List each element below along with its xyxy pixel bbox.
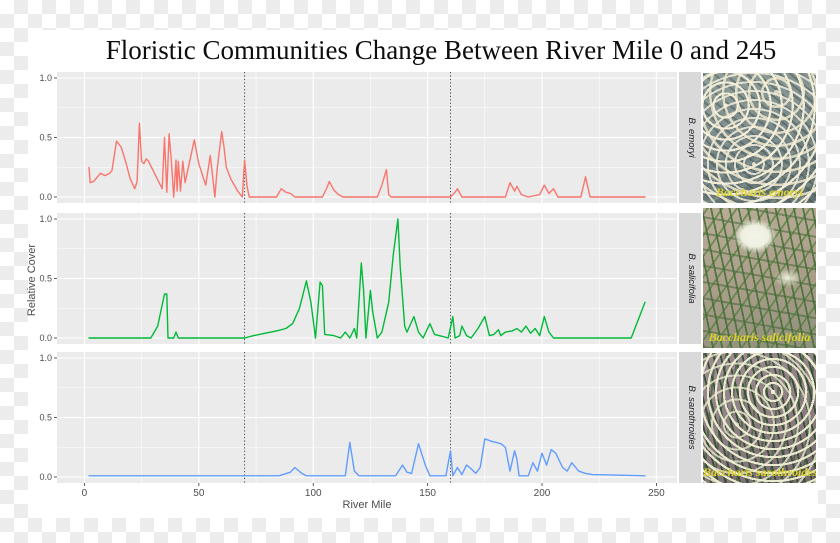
facet-strip-1 [679,213,701,344]
photo-caption-salicifolia: Baccharis salicifolia [708,330,811,344]
series-line-b--emoryi [88,122,646,198]
facet-strip-0 [679,72,701,203]
x-tick-label: 0 [82,488,88,499]
facet-strip-label-2: B. sarothroides [686,386,697,450]
facet-strip-label-1: B. salicifolia [686,253,697,303]
facet-strip-label-0: B. emoryi [686,117,697,158]
photo-baccharis-emoryi: Baccharis emoryi [703,73,816,203]
y-tick-label: 1.0 [39,214,52,224]
photo-baccharis-sarothroides: Baccharis sarothroides [703,353,816,483]
chart-title: Floristic Communities Change Between Riv… [105,35,777,65]
series-line-b--sarothroides [88,438,646,477]
photo-baccharis-salicifolia: Baccharis salicifolia [703,208,816,348]
x-tick-label: 150 [419,488,436,499]
chart-figure: Floristic Communities Change Between Riv… [26,30,818,518]
x-tick-label: 100 [305,488,322,499]
x-tick-label: 250 [648,488,665,499]
faceted-line-chart: 1.0 0.5 0.0 B. emoryi 1.0 0.5 0.0 B. salicifoli… [39,72,701,499]
y-tick-label: 1.0 [39,353,52,363]
x-axis-title: River Mile [342,499,392,511]
series-line-b--salicifolia [88,218,646,339]
y-tick-label: 0.5 [39,133,52,143]
y-tick-label: 0.0 [39,192,52,202]
y-tick-label: 0.5 [39,413,52,423]
x-tick-label: 200 [534,488,551,499]
x-tick-label: 50 [193,488,205,499]
photo-caption-sarothroides: Baccharis sarothroides [703,465,816,479]
photo-caption-emoryi: Baccharis emoryi [716,185,803,199]
y-tick-label: 0.0 [39,333,52,343]
y-tick-label: 0.0 [39,472,52,482]
y-tick-label: 0.5 [39,274,52,284]
y-tick-label: 1.0 [39,73,52,83]
facet-strip-2 [679,352,701,483]
